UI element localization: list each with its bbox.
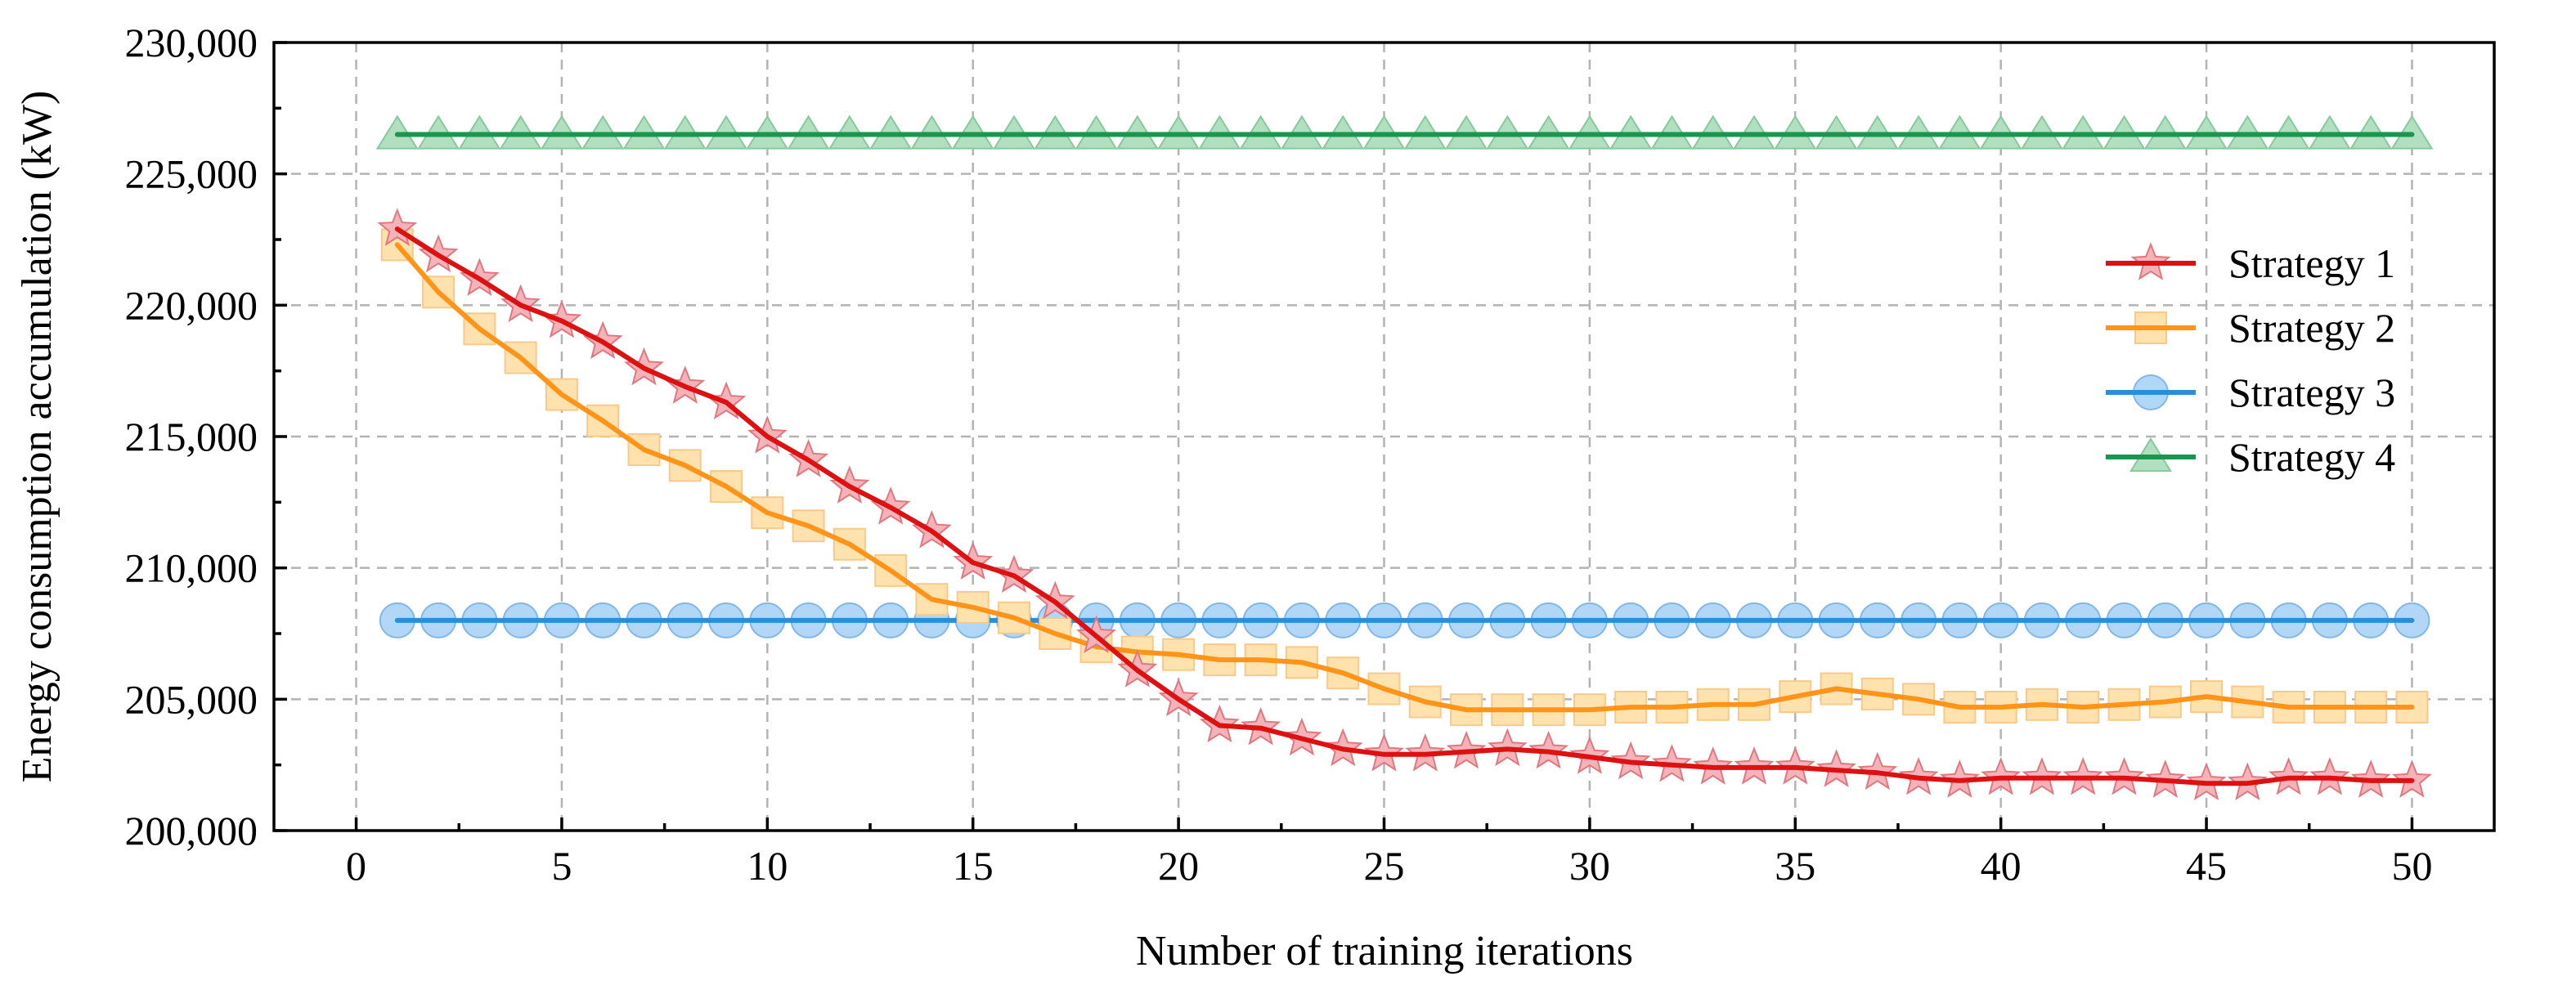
y-tick-label: 205,000 <box>125 676 258 722</box>
x-tick-label: 10 <box>747 843 788 889</box>
data-series <box>375 114 2434 801</box>
legend-item-strategy-2: Strategy 2 <box>2106 305 2395 351</box>
legend: Strategy 1 Strategy 2 Strategy 3 Strategy 4 <box>2106 240 2395 480</box>
axis-ticks: 0 5 10 15 20 25 30 35 40 45 50 200,000 205,000 210,00… <box>125 20 2433 889</box>
strategy-2-marker <box>710 470 743 504</box>
x-tick-label: 35 <box>1775 843 1815 889</box>
y-tick-label: 210,000 <box>125 545 258 591</box>
strategy-3-series <box>379 602 2430 638</box>
legend-item-strategy-4: Strategy 4 <box>2106 434 2395 480</box>
strategy-4-series <box>375 114 2434 150</box>
strategy-2-marker <box>874 553 908 587</box>
x-tick-label: 50 <box>2391 843 2432 889</box>
x-tick-label: 15 <box>953 843 994 889</box>
x-tick-label: 25 <box>1364 843 1405 889</box>
legend-label: Strategy 3 <box>2228 370 2395 415</box>
x-axis-title: Number of training iterations <box>1136 928 1633 974</box>
y-tick-label: 220,000 <box>125 282 258 328</box>
legend-label: Strategy 1 <box>2228 240 2395 286</box>
x-tick-label: 0 <box>346 843 366 889</box>
y-tick-label: 230,000 <box>125 20 258 65</box>
x-tick-label: 5 <box>551 843 572 889</box>
strategy-1-line <box>394 226 2415 786</box>
y-tick-label: 215,000 <box>125 414 258 459</box>
x-tick-label: 40 <box>1981 843 2022 889</box>
x-tick-label: 45 <box>2186 843 2227 889</box>
y-tick-label: 200,000 <box>125 808 258 853</box>
x-tick-label: 30 <box>1569 843 1610 889</box>
strategy-2-series <box>380 228 2429 727</box>
y-axis-title: Energy consumption accumulation (kW) <box>14 91 61 783</box>
strategy-2-line <box>394 242 2415 713</box>
x-tick-label: 20 <box>1158 843 1199 889</box>
strategy-1-series <box>377 208 2432 801</box>
legend-item-strategy-3: Strategy 3 <box>2106 370 2395 415</box>
legend-label: Strategy 2 <box>2228 305 2395 351</box>
legend-item-strategy-1: Strategy 1 <box>2106 240 2395 286</box>
strategy-2-marker <box>792 509 825 543</box>
y-tick-label: 225,000 <box>125 151 258 197</box>
legend-label: Strategy 4 <box>2228 434 2395 480</box>
